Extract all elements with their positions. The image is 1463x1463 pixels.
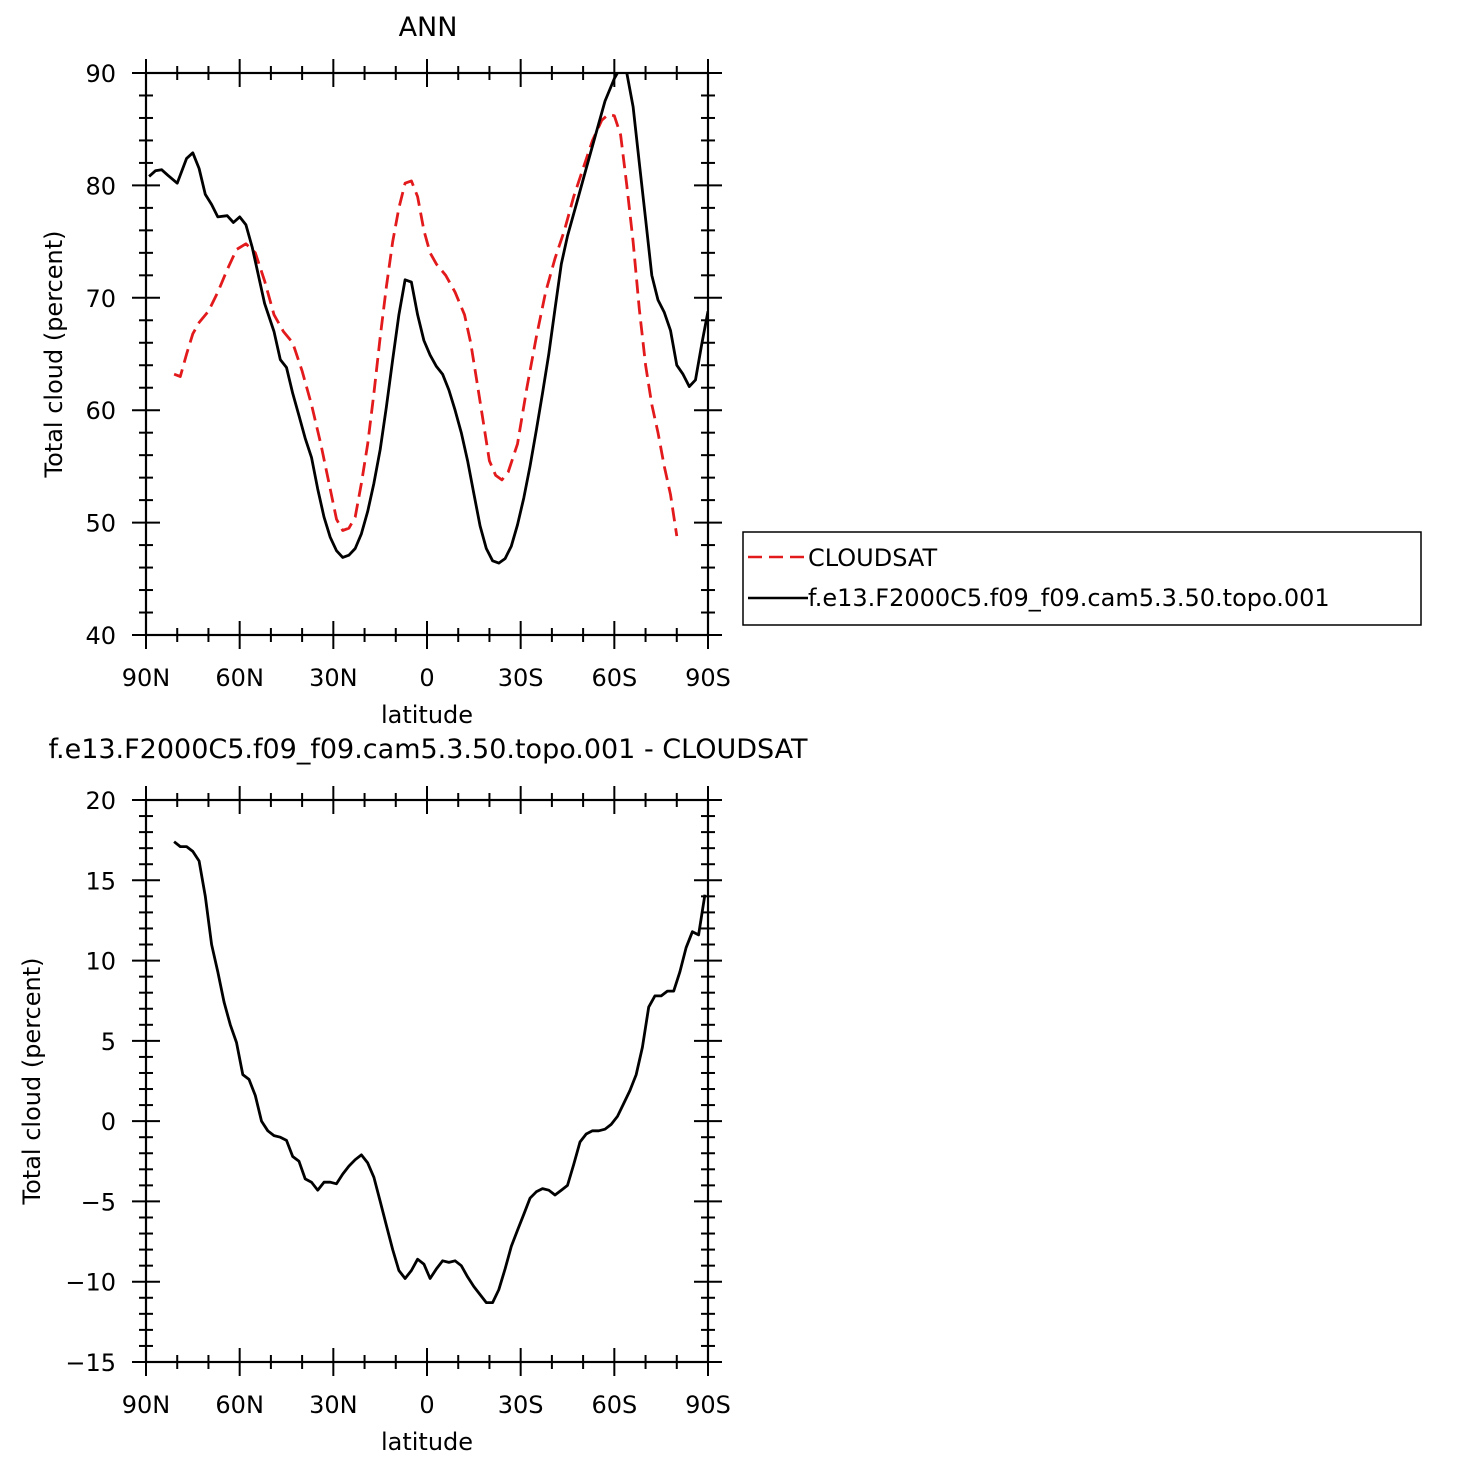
top-panel: ANN 90N 60N 30N 0 30S 60S 90S 40 50 60 70 80 90 lat… bbox=[40, 12, 1422, 729]
bottom-panel-y-tick-label: 5 bbox=[101, 1028, 116, 1056]
bottom-panel-y-axis-label: Total cloud (percent) bbox=[18, 958, 46, 1206]
top-panel-y-tick-label: 50 bbox=[85, 510, 116, 538]
bottom-panel-y-tick-label: 10 bbox=[85, 948, 116, 976]
top-panel-y-tick-label: 80 bbox=[85, 172, 116, 200]
top-panel-x-tick-label: 60N bbox=[215, 664, 264, 692]
bottom-panel-x-tick-label: 30N bbox=[309, 1391, 358, 1419]
top-panel-x-tick-label: 0 bbox=[419, 664, 434, 692]
top-panel-y-axis-label: Total cloud (percent) bbox=[40, 231, 68, 479]
bottom-panel-x-tick-label: 60N bbox=[215, 1391, 264, 1419]
legend-label-cloudsat: CLOUDSAT bbox=[808, 544, 937, 572]
top-panel-series-lines bbox=[148, 73, 708, 565]
bottom-panel-x-axis-label: latitude bbox=[381, 1428, 473, 1456]
top-panel-y-tick-label: 40 bbox=[85, 622, 116, 650]
top-panel-title: ANN bbox=[399, 12, 458, 43]
bottom-panel: f.e13.F2000C5.f09_f09.cam5.3.50.topo.001… bbox=[18, 734, 808, 1456]
bottom-panel-y-tick-label: −10 bbox=[65, 1269, 116, 1297]
top-panel-x-tick-label: 30S bbox=[498, 664, 544, 692]
bottom-panel-y-tick-label: −15 bbox=[65, 1349, 116, 1377]
bottom-panel-x-tick-labels: 90N 60N 30N 0 30S 60S 90S bbox=[122, 1391, 731, 1419]
bottom-panel-y-tick-label: 15 bbox=[85, 867, 116, 895]
bottom-panel-x-tick-label: 90N bbox=[122, 1391, 171, 1419]
top-panel-y-tick-labels: 40 50 60 70 80 90 bbox=[85, 60, 116, 650]
bottom-panel-x-tick-label: 90S bbox=[685, 1391, 731, 1419]
legend: CLOUDSAT f.e13.F2000C5.f09_f09.cam5.3.50… bbox=[742, 531, 1422, 626]
bottom-panel-series-difference-line bbox=[173, 840, 707, 1304]
bottom-panel-ticks bbox=[132, 786, 722, 1376]
top-panel-x-tick-label: 90S bbox=[685, 664, 731, 692]
top-panel-x-tick-label: 30N bbox=[309, 664, 358, 692]
bottom-panel-y-tick-label: 0 bbox=[101, 1108, 116, 1136]
top-panel-x-axis-label: latitude bbox=[381, 701, 473, 729]
bottom-panel-x-tick-label: 60S bbox=[591, 1391, 637, 1419]
top-panel-y-tick-label: 70 bbox=[85, 285, 116, 313]
bottom-panel-x-tick-label: 30S bbox=[498, 1391, 544, 1419]
top-panel-y-tick-label: 60 bbox=[85, 397, 116, 425]
top-panel-x-tick-label: 90N bbox=[122, 664, 171, 692]
top-panel-x-tick-label: 60S bbox=[591, 664, 637, 692]
bottom-panel-title: f.e13.F2000C5.f09_f09.cam5.3.50.topo.001… bbox=[48, 734, 808, 765]
top-panel-y-tick-label: 90 bbox=[85, 60, 116, 88]
top-panel-ticks bbox=[132, 59, 722, 649]
bottom-panel-x-tick-label: 0 bbox=[419, 1391, 434, 1419]
legend-label-model: f.e13.F2000C5.f09_f09.cam5.3.50.topo.001 bbox=[808, 584, 1330, 612]
bottom-panel-series-lines bbox=[173, 840, 707, 1304]
bottom-panel-y-tick-label: 20 bbox=[85, 787, 116, 815]
legend-box bbox=[742, 531, 1422, 626]
bottom-panel-y-tick-label: −5 bbox=[81, 1188, 116, 1216]
bottom-panel-y-tick-labels: −15 −10 −5 0 5 10 15 20 bbox=[65, 787, 116, 1377]
top-panel-x-tick-labels: 90N 60N 30N 0 30S 60S 90S bbox=[122, 664, 731, 692]
bottom-panel-frame bbox=[144, 798, 710, 1364]
top-panel-series-f-e13-f2000c5-f09-f09-cam5-3-50-topo-001-line bbox=[148, 73, 708, 565]
top-panel-series-cloudsat-line bbox=[173, 113, 679, 537]
